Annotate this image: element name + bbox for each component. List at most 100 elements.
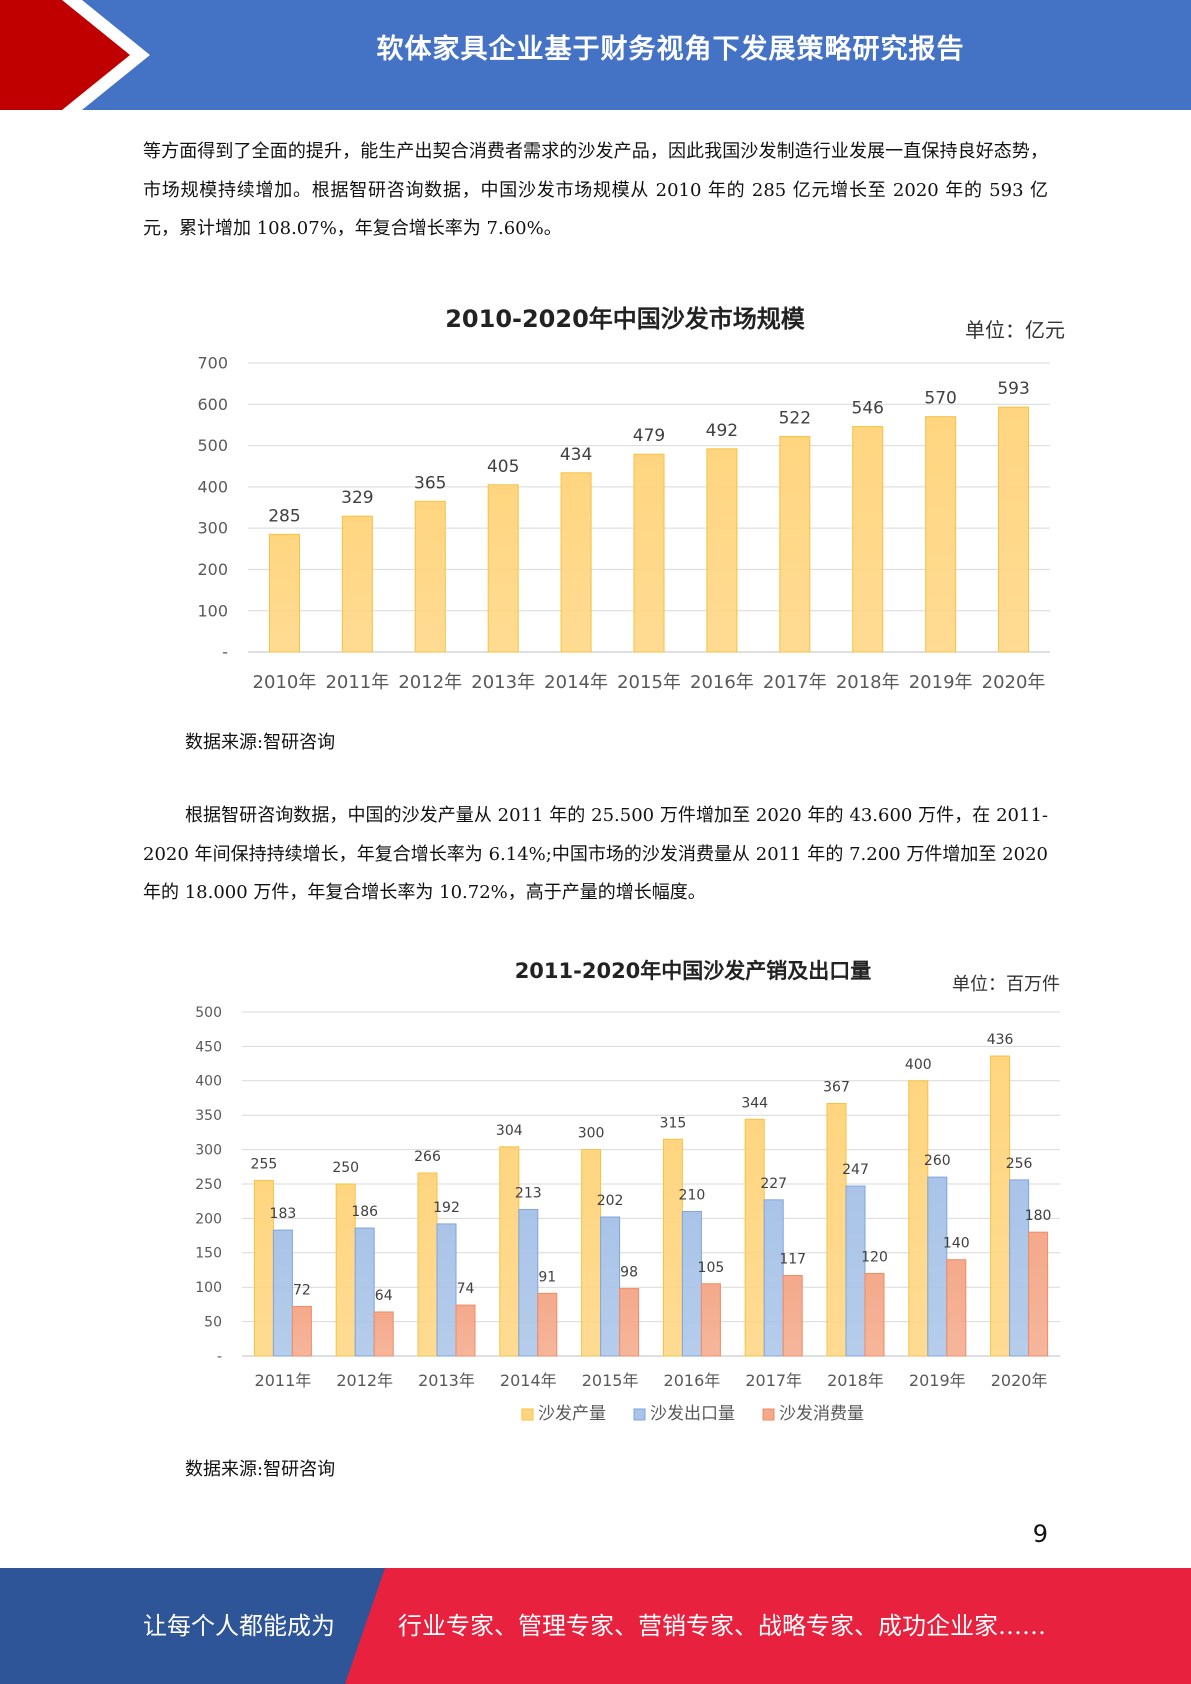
data-label: 434 <box>560 445 592 465</box>
data-label: 186 <box>351 1204 378 1220</box>
bar <box>700 1283 721 1357</box>
x-tick-label: 2018年 <box>827 1371 884 1390</box>
bar <box>455 1304 476 1357</box>
y-tick-label: 500 <box>197 436 228 455</box>
bar <box>779 435 811 653</box>
bar <box>864 1272 885 1357</box>
x-tick-label: 2013年 <box>471 672 535 693</box>
data-label: 304 <box>496 1123 523 1139</box>
y-tick-label: 150 <box>195 1246 222 1262</box>
bar <box>826 1103 847 1357</box>
bar <box>600 1216 621 1357</box>
data-label: 183 <box>270 1206 297 1222</box>
data-label: 329 <box>341 488 373 508</box>
bar <box>619 1288 640 1357</box>
y-tick-label: 100 <box>195 1280 222 1296</box>
footer-background <box>0 1568 1191 1684</box>
bar <box>373 1311 394 1357</box>
report-title: 软体家具企业基于财务视角下发展策略研究报告 <box>376 34 965 65</box>
data-label: 192 <box>433 1200 460 1216</box>
data-label: 405 <box>487 457 519 477</box>
legend-label: 沙发产量 <box>538 1404 606 1424</box>
y-tick-label: 350 <box>195 1108 222 1124</box>
y-tick-label: 450 <box>195 1039 222 1055</box>
legend-label: 沙发出口量 <box>650 1404 735 1424</box>
bar <box>782 1275 803 1357</box>
bar <box>662 1138 683 1357</box>
bar <box>633 453 665 653</box>
y-tick-label: 600 <box>197 395 228 414</box>
chart-title: 2010-2020年中国沙发市场规模 <box>445 305 806 333</box>
data-label: 140 <box>943 1236 970 1252</box>
body-paragraph-1: 等方面得到了全面的提升，能生产出契合消费者需求的沙发产品，因此我国沙发制造行业发… <box>143 141 1048 239</box>
data-label: 227 <box>760 1176 787 1192</box>
bar <box>927 1176 948 1357</box>
chart-unit-label: 单位：亿元 <box>965 318 1065 342</box>
data-label: 202 <box>597 1193 624 1209</box>
y-tick-label: 200 <box>197 560 228 579</box>
bar <box>706 448 738 653</box>
y-tick-label: 50 <box>204 1315 222 1331</box>
data-source-2: 数据来源:智研咨询 <box>185 1459 336 1480</box>
bar <box>1028 1231 1049 1357</box>
x-tick-label: 2019年 <box>909 672 973 693</box>
data-label: 64 <box>375 1288 393 1304</box>
x-tick-label: 2017年 <box>763 672 827 693</box>
market-size-chart: 2010-2020年中国沙发市场规模 单位：亿元 - 100 200 300 400 500 6… <box>197 305 1065 693</box>
x-tick-label: 2018年 <box>836 672 900 693</box>
data-label: 117 <box>779 1252 806 1268</box>
bar <box>581 1149 602 1357</box>
bar <box>998 406 1030 653</box>
bar <box>1009 1179 1030 1357</box>
y-tick-label: 400 <box>197 477 228 496</box>
data-label: 315 <box>660 1115 687 1131</box>
chart-unit-label: 单位：百万件 <box>952 974 1060 995</box>
legend-swatch <box>521 1408 534 1421</box>
data-label: 210 <box>679 1188 706 1204</box>
bar <box>845 1185 866 1357</box>
bar <box>268 533 300 653</box>
bar <box>499 1146 520 1357</box>
bar <box>518 1208 539 1357</box>
y-tick-label: 500 <box>195 1005 222 1021</box>
bar <box>681 1211 702 1357</box>
footer-slogan: 让每个人都能成为 <box>143 1612 335 1640</box>
x-tick-label: 2016年 <box>664 1371 721 1390</box>
bar <box>925 416 957 653</box>
x-tick-label: 2016年 <box>690 672 754 693</box>
data-label: 300 <box>578 1126 605 1142</box>
x-tick-label: 2020年 <box>982 672 1046 693</box>
y-tick-label: 300 <box>197 519 228 538</box>
x-tick-label: 2012年 <box>398 672 462 693</box>
x-tick-label: 2019年 <box>909 1371 966 1390</box>
bar <box>272 1229 293 1357</box>
x-tick-label: 2014年 <box>544 672 608 693</box>
bar <box>908 1080 929 1357</box>
y-tick-label: 300 <box>195 1143 222 1159</box>
data-label: 256 <box>1006 1156 1033 1172</box>
data-label: 546 <box>852 399 884 419</box>
bar <box>436 1223 457 1357</box>
data-label: 365 <box>414 473 446 493</box>
footer-roles: 行业专家、管理专家、营销专家、战略专家、成功企业家…… <box>398 1612 1046 1640</box>
data-label: 98 <box>620 1265 638 1281</box>
y-tick-label: 400 <box>195 1074 222 1090</box>
data-label: 436 <box>987 1032 1014 1048</box>
data-label: 74 <box>457 1281 475 1297</box>
data-label: 180 <box>1025 1208 1052 1224</box>
data-label: 105 <box>698 1260 725 1276</box>
data-source-1: 数据来源:智研咨询 <box>185 732 336 753</box>
y-tick-label: 250 <box>195 1177 222 1193</box>
x-tick-label: 2015年 <box>617 672 681 693</box>
x-tick-label: 2011年 <box>255 1371 312 1390</box>
data-label: 247 <box>842 1162 869 1178</box>
y-tick-label: - <box>217 1349 222 1365</box>
data-label: 479 <box>633 426 665 446</box>
x-tick-label: 2011年 <box>325 672 389 693</box>
x-tick-label: 2010年 <box>253 672 317 693</box>
data-label: 266 <box>414 1149 441 1165</box>
y-tick-label: - <box>222 643 228 662</box>
x-tick-label: 2013年 <box>418 1371 475 1390</box>
data-label: 260 <box>924 1153 951 1169</box>
